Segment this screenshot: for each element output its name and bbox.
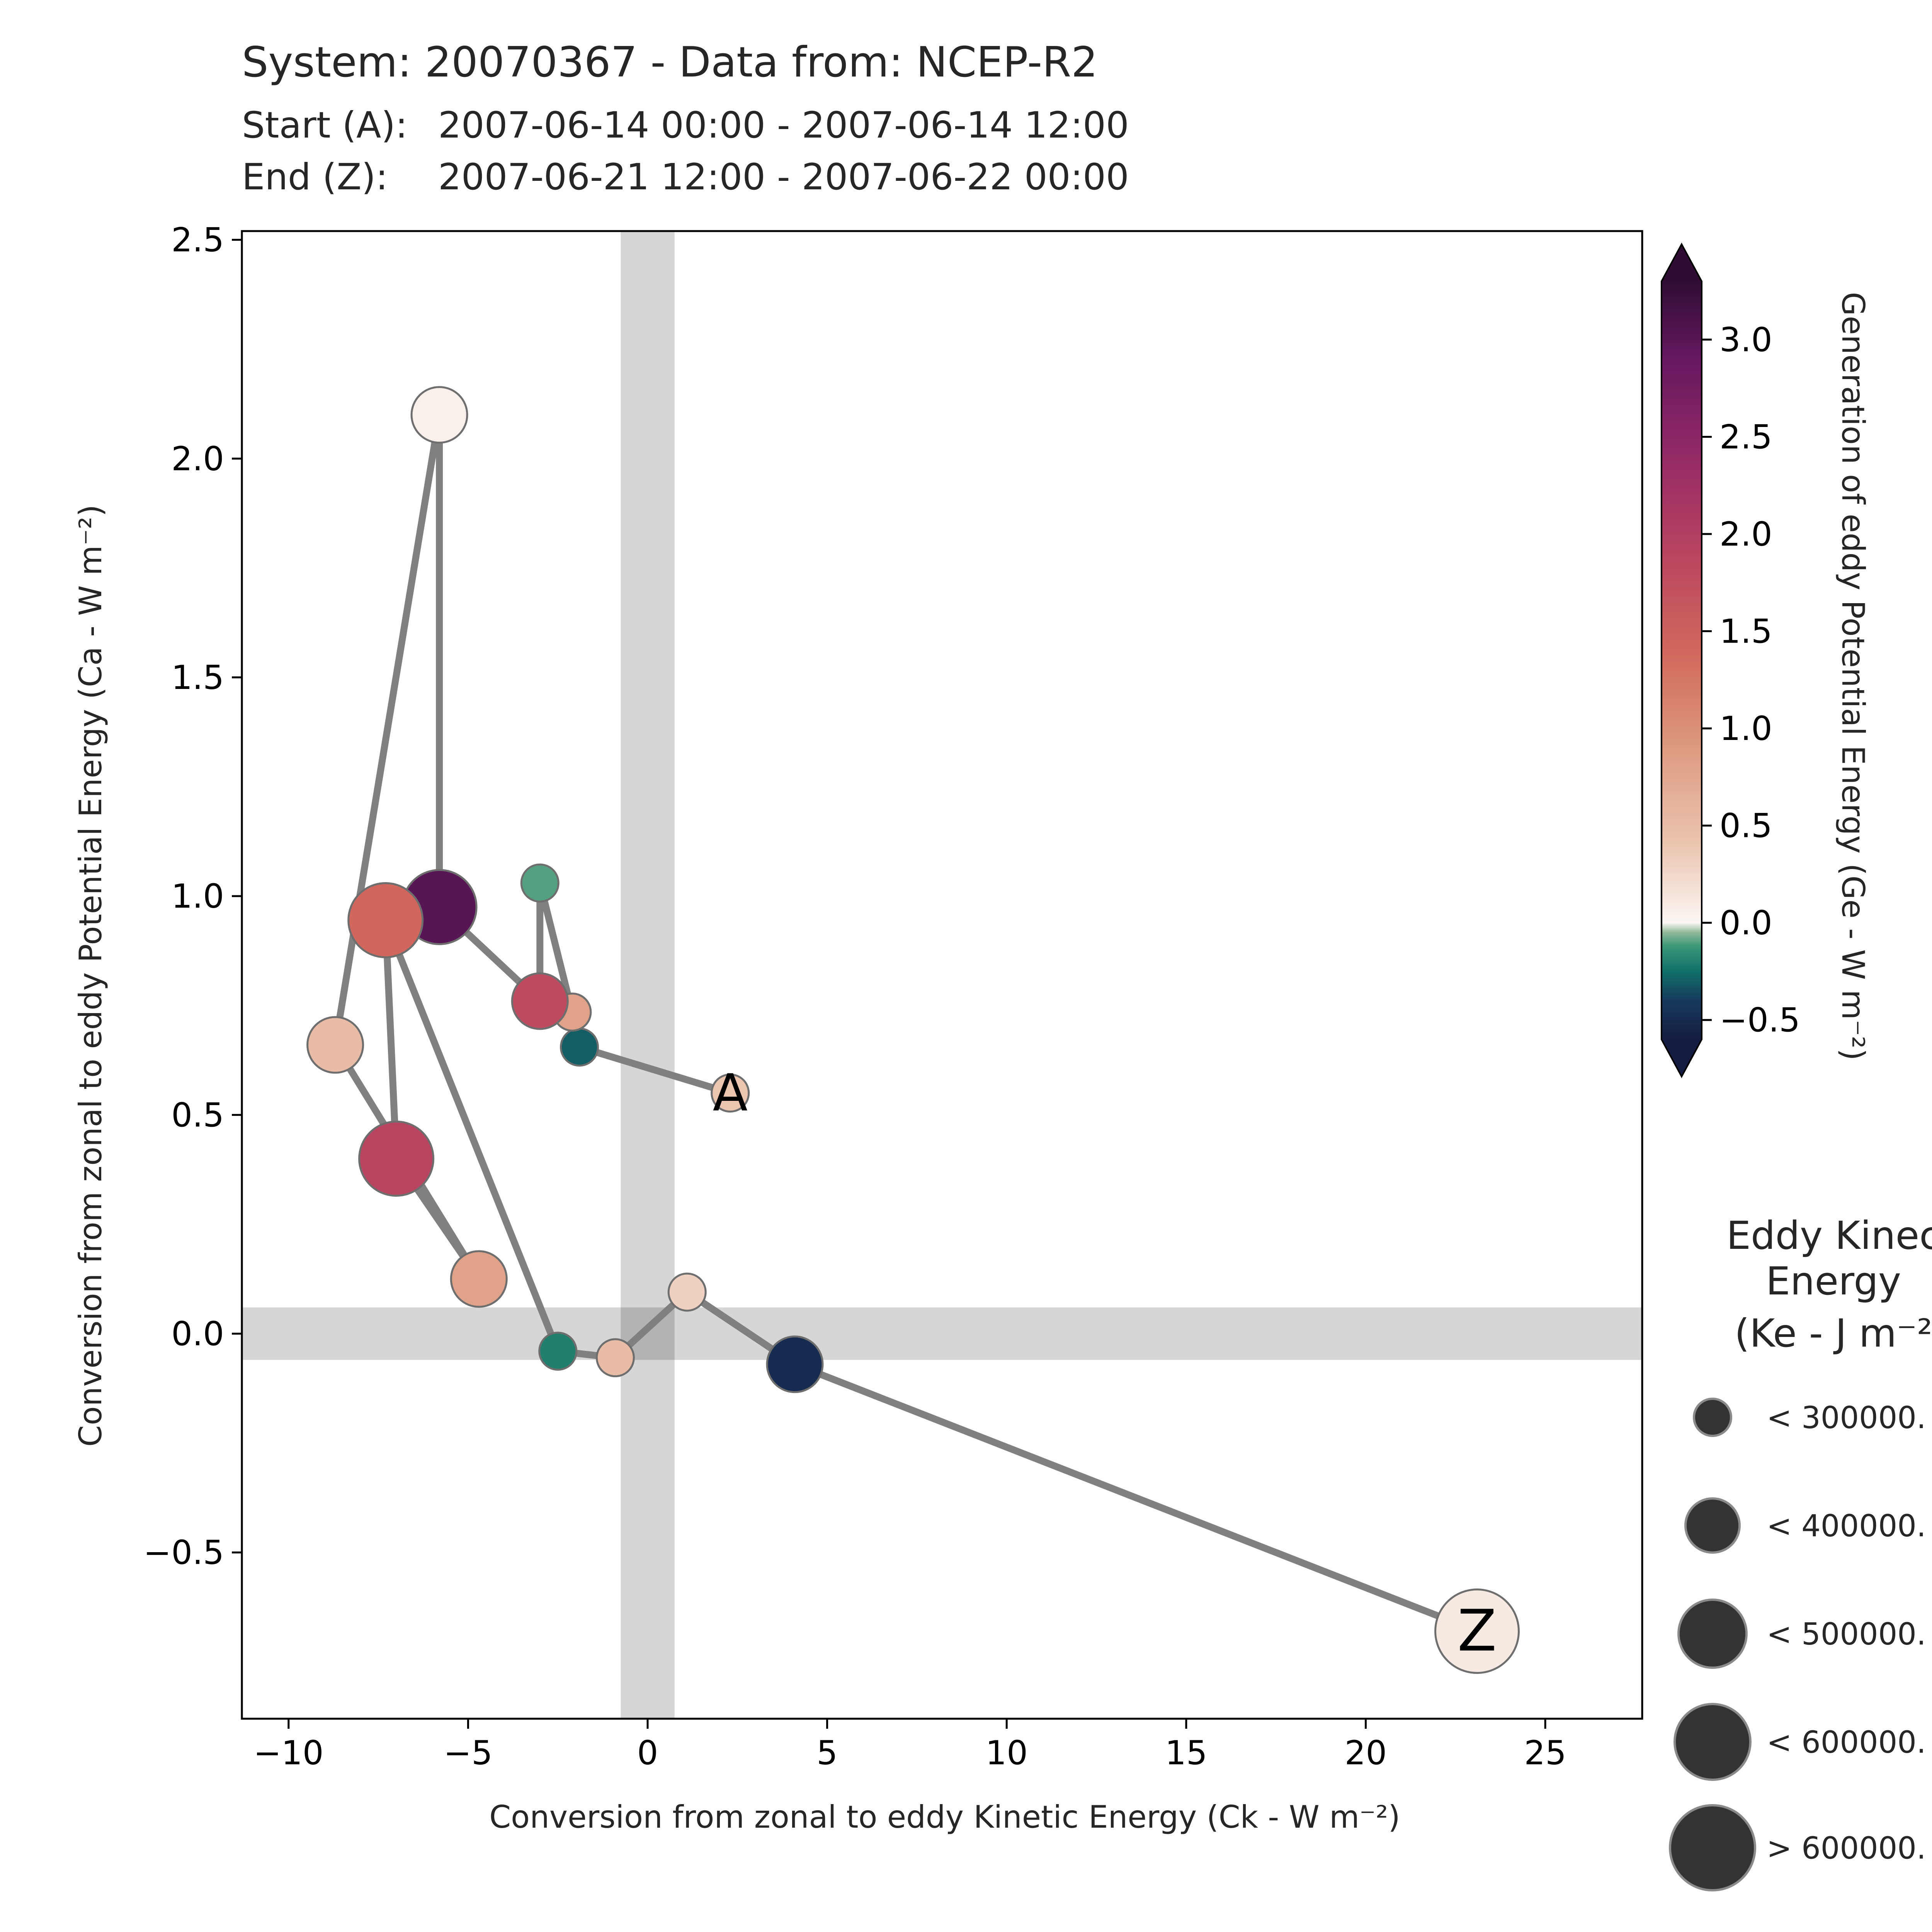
plot-frame [241, 230, 1643, 1720]
size-legend-label: < 500000. [1767, 1617, 1926, 1652]
colorbar-body [1662, 281, 1702, 1039]
size-legend-label: < 400000. [1767, 1509, 1926, 1544]
colorbar-tick-label: 3.0 [1719, 321, 1772, 359]
data-point [520, 863, 560, 903]
colorbar-tick-label: 1.5 [1719, 612, 1772, 651]
horizontal-zero-band [242, 1307, 1642, 1360]
vertical-zero-band [621, 231, 675, 1719]
size-legend-title-line-2: Energy [1766, 1259, 1901, 1304]
colorbar-extend-top [1662, 244, 1702, 281]
start-range: 2007-06-14 00:00 - 2007-06-14 12:00 [438, 104, 1129, 146]
x-tick-label: 20 [1345, 1734, 1387, 1772]
end-label: End (Z): [242, 156, 388, 198]
y-tick-label: 1.5 [171, 658, 224, 697]
data-point [766, 1335, 824, 1393]
y-tick-label: 0.0 [171, 1315, 224, 1354]
point-label-z: Z [1458, 1598, 1497, 1664]
colorbar-tick-label: 1.0 [1719, 709, 1772, 748]
colorbar: 3.0 2.5 2.0 1.5 1.0 0.5 0.0 −0.5 [1661, 242, 1800, 1078]
size-legend-label: < 600000. [1767, 1725, 1926, 1760]
size-legend-marker [1693, 1398, 1732, 1437]
x-tick-label: 15 [1165, 1734, 1207, 1772]
size-legend-label: < 300000. [1767, 1401, 1926, 1435]
x-tick-label: −10 [253, 1734, 324, 1772]
colorbar-tick-label: 2.0 [1719, 515, 1772, 554]
data-point [511, 972, 569, 1030]
y-tick-label: 2.5 [171, 221, 224, 260]
trajectory-line [332, 411, 1481, 1635]
data-point [538, 1332, 578, 1371]
chart-title: System: 20070367 - Data from: NCEP-R2 [242, 38, 1098, 87]
colorbar-tick-label: 0.0 [1719, 904, 1772, 942]
size-legend-marker [1673, 1703, 1752, 1781]
x-tick-label: 5 [816, 1734, 838, 1772]
y-tick-label: 0.5 [171, 1096, 224, 1134]
data-point [711, 1073, 750, 1113]
size-legend-marker [1669, 1804, 1756, 1891]
size-legend-title-line-1: Eddy Kinec [1726, 1213, 1932, 1258]
x-tick-label: −5 [444, 1734, 493, 1772]
data-point [1434, 1588, 1520, 1674]
y-axis-label: Conversion from zonal to eddy Potential … [73, 505, 109, 1447]
y-tick-label: −0.5 [143, 1534, 224, 1572]
x-tick-label: 0 [637, 1734, 658, 1772]
y-tick-label: 2.0 [171, 440, 224, 478]
size-legend-title-line-3: (Ke - J m⁻² [1735, 1311, 1932, 1356]
data-point [667, 1272, 707, 1312]
end-range: 2007-06-21 12:00 - 2007-06-22 00:00 [438, 156, 1129, 198]
size-legend: Eddy Kinec Energy (Ke - J m⁻² < 300000. <… [1669, 1213, 1932, 1891]
colorbar-label: Generation of eddy Potential Energy (Ge … [1835, 292, 1871, 1060]
data-point [450, 1250, 508, 1308]
x-tick-label: 25 [1524, 1734, 1566, 1772]
colorbar-tick-label: −0.5 [1719, 1001, 1800, 1040]
x-tick-label: 10 [986, 1734, 1028, 1772]
size-legend-marker [1684, 1497, 1741, 1554]
y-tick-label: 1.0 [171, 877, 224, 916]
colorbar-outline [1661, 242, 1702, 1078]
data-point [410, 386, 468, 444]
data-point [358, 1121, 435, 1197]
data-point [306, 1016, 364, 1074]
data-point [595, 1338, 635, 1378]
colorbar-tick-label: 2.5 [1719, 418, 1772, 456]
data-point [560, 1027, 599, 1067]
data-point [347, 882, 424, 958]
x-axis-label: Conversion from zonal to eddy Kinetic En… [489, 1799, 1400, 1835]
start-label: Start (A): [242, 104, 408, 146]
plot-area: −10 −5 0 5 10 15 20 25 −0.5 0.0 0.5 1.0 1.5 2.0 2.5 A Z [143, 221, 1643, 1772]
point-label-a: A [713, 1063, 748, 1123]
size-legend-marker [1677, 1599, 1748, 1669]
size-legend-label: > 600000. [1767, 1831, 1926, 1866]
colorbar-tick-label: 0.5 [1719, 807, 1772, 845]
colorbar-extend-bottom [1662, 1039, 1702, 1077]
